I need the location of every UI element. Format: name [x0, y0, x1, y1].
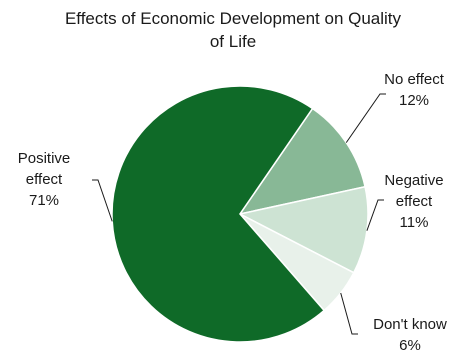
- slice-percent-label: 71%: [29, 192, 59, 209]
- chart-title-line-2: of Life: [210, 32, 256, 51]
- slice-percent-label: 12%: [399, 92, 429, 109]
- slice-label: Don't know 6%: [373, 316, 447, 354]
- slice-name-label: Negative: [384, 172, 443, 189]
- slice-label: Positive effect 71%: [18, 150, 71, 209]
- pie-slice-no-effect: [238, 107, 366, 216]
- slice-name-label: Don't know: [373, 316, 447, 333]
- slice-label: No effect 12%: [384, 71, 445, 109]
- slice-percent-label: 11%: [400, 214, 429, 231]
- slice-name-label: Positive: [18, 150, 71, 167]
- slice-percent-label: 6%: [399, 337, 421, 354]
- slice-name-label: No effect: [384, 71, 445, 88]
- leader-line: [366, 199, 384, 231]
- slice-label: Negative effect 11%: [384, 172, 443, 231]
- leader-line: [345, 93, 386, 143]
- pie-slice-positive-effect: [111, 85, 326, 343]
- slice-name-label: effect: [396, 193, 433, 210]
- leader-line: [340, 292, 358, 335]
- slice-name-label: effect: [26, 171, 63, 188]
- chart-title-line-1: Effects of Economic Development on Quali…: [65, 9, 402, 28]
- leader-line: [92, 179, 113, 222]
